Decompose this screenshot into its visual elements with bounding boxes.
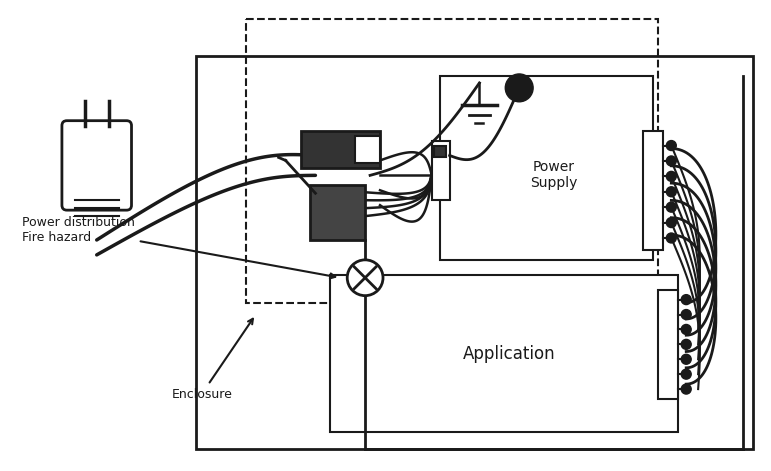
Text: Enclosure: Enclosure bbox=[171, 319, 253, 400]
Circle shape bbox=[666, 218, 676, 227]
Bar bbox=[355, 136, 380, 163]
Text: Application: Application bbox=[463, 345, 556, 363]
Circle shape bbox=[666, 187, 676, 197]
Text: Power
Supply: Power Supply bbox=[530, 160, 577, 190]
FancyBboxPatch shape bbox=[62, 121, 132, 210]
Circle shape bbox=[682, 309, 691, 319]
Bar bbox=[644, 130, 663, 250]
Circle shape bbox=[666, 202, 676, 212]
Circle shape bbox=[682, 384, 691, 394]
Bar bbox=[311, 185, 365, 240]
Bar bbox=[301, 130, 380, 169]
Bar bbox=[658, 290, 678, 399]
Circle shape bbox=[682, 295, 691, 305]
Circle shape bbox=[666, 140, 676, 151]
Bar bbox=[330, 275, 678, 432]
Circle shape bbox=[666, 233, 676, 243]
Bar bbox=[196, 56, 752, 449]
Circle shape bbox=[666, 171, 676, 181]
Circle shape bbox=[682, 340, 691, 349]
Circle shape bbox=[682, 354, 691, 364]
Bar bbox=[432, 140, 449, 200]
Circle shape bbox=[682, 369, 691, 379]
Text: Power distribution
Fire hazard: Power distribution Fire hazard bbox=[22, 216, 335, 278]
Circle shape bbox=[682, 325, 691, 334]
Bar bbox=[439, 76, 653, 260]
Circle shape bbox=[505, 74, 533, 102]
Bar bbox=[434, 146, 446, 157]
Bar bbox=[246, 19, 658, 302]
Circle shape bbox=[666, 156, 676, 166]
Circle shape bbox=[347, 260, 383, 296]
